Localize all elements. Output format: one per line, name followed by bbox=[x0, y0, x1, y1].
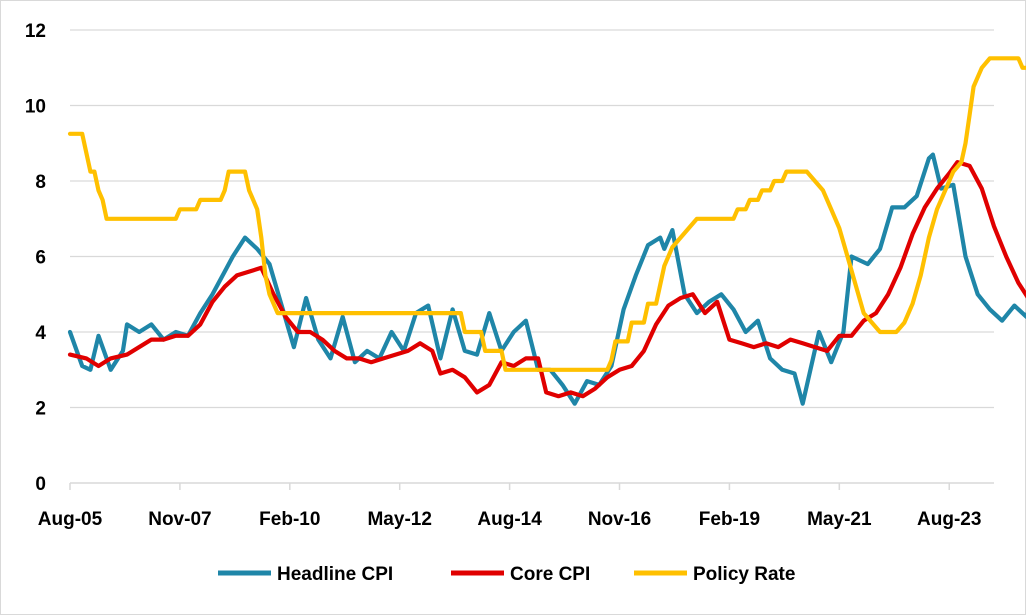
x-tick-label: Nov-16 bbox=[588, 509, 651, 530]
x-tick-label: Aug-23 bbox=[917, 509, 981, 530]
series-line-policy-rate bbox=[67, 56, 1026, 372]
x-tick-label: Feb-10 bbox=[259, 509, 320, 530]
x-tick-label: Feb-19 bbox=[699, 509, 760, 530]
x-tick-label: May-21 bbox=[807, 509, 872, 530]
y-tick-label: 10 bbox=[25, 97, 46, 118]
axes: 0 2 4 6 8 10 12 Aug-05 Nov-07 Feb-10 May-12 Aug-14 N… bbox=[25, 21, 994, 530]
y-tick-label: 2 bbox=[35, 399, 46, 420]
y-tick-label: 4 bbox=[35, 323, 46, 344]
series-line-headline-cpi bbox=[67, 152, 1026, 406]
y-tick-label: 0 bbox=[35, 474, 46, 495]
x-tick-label: Nov-07 bbox=[148, 509, 211, 530]
legend: Headline CPI Core CPI Policy Rate bbox=[218, 564, 795, 585]
y-tick-label: 8 bbox=[35, 172, 46, 193]
gridlines bbox=[70, 29, 994, 409]
series-line-core-cpi bbox=[67, 160, 1026, 399]
x-tick-label: May-12 bbox=[367, 509, 431, 530]
x-tick-label: Aug-14 bbox=[477, 509, 542, 530]
series-lines bbox=[67, 56, 1026, 406]
legend-label: Headline CPI bbox=[277, 564, 393, 585]
legend-label: Policy Rate bbox=[693, 564, 795, 585]
y-tick-label: 12 bbox=[25, 21, 46, 42]
legend-label: Core CPI bbox=[510, 564, 590, 585]
x-tick-label: Aug-05 bbox=[38, 509, 103, 530]
y-tick-label: 6 bbox=[35, 248, 46, 269]
